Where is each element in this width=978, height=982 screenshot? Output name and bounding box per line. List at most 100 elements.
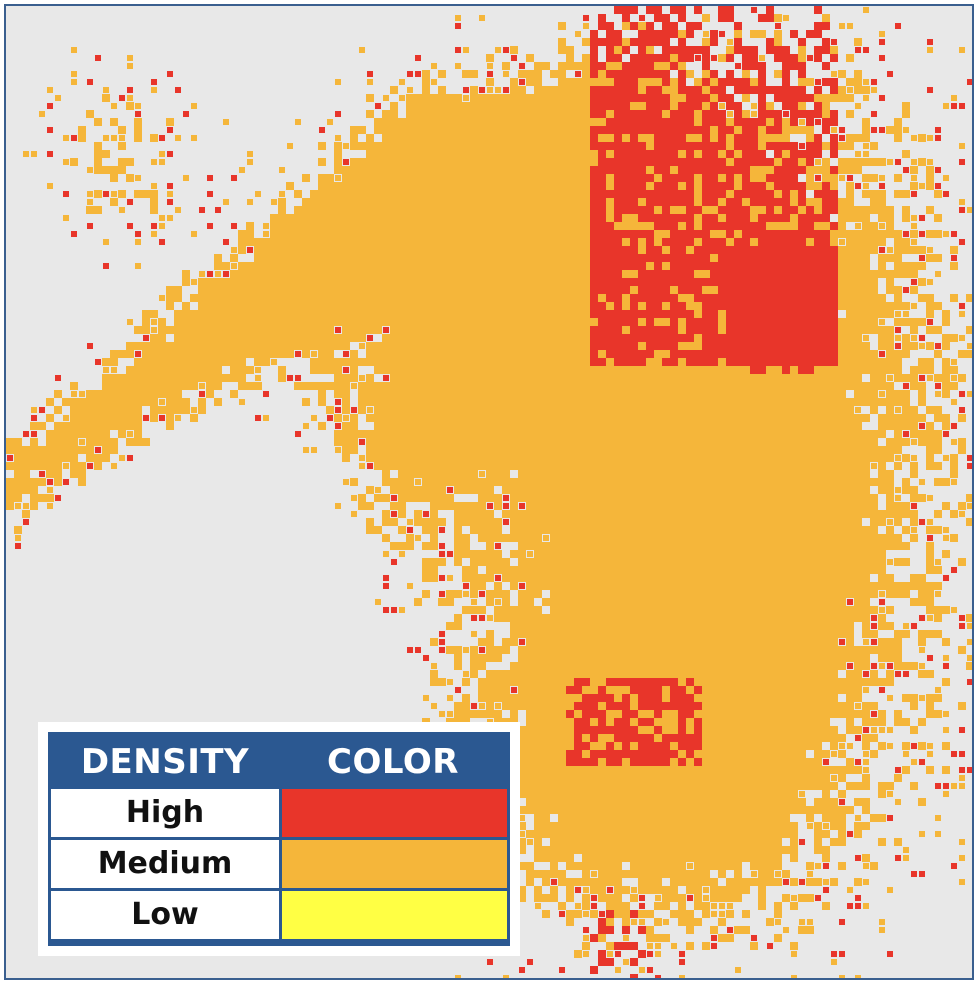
- density-cell-medium: [230, 366, 238, 374]
- density-cell-medium: [414, 494, 422, 502]
- density-cell-medium: [758, 414, 766, 422]
- density-cell-medium: [550, 70, 558, 78]
- density-cell-medium: [846, 446, 854, 454]
- density-cell-medium: [166, 422, 174, 430]
- density-cell-medium: [438, 142, 446, 150]
- density-cell-medium: [550, 206, 558, 214]
- density-cell-medium: [454, 470, 462, 478]
- density-cell-medium: [342, 214, 350, 222]
- density-cell-medium: [622, 430, 630, 438]
- density-cell-medium: [918, 158, 926, 166]
- density-cell-medium: [422, 294, 430, 302]
- density-cell-medium: [406, 94, 414, 102]
- density-cell-medium: [366, 190, 374, 198]
- density-cell-medium: [806, 134, 814, 142]
- density-cell-medium: [766, 454, 774, 462]
- density-cell-medium: [390, 302, 398, 310]
- density-cell-medium: [590, 406, 598, 414]
- density-cell-sparse: [199, 271, 205, 277]
- density-cell-medium: [670, 382, 678, 390]
- density-cell-medium: [510, 254, 518, 262]
- density-cell-sparse: [959, 143, 965, 149]
- density-cell-medium: [366, 246, 374, 254]
- density-cell-medium: [126, 174, 134, 182]
- density-cell-medium: [566, 478, 574, 486]
- density-cell-high: [686, 230, 694, 238]
- density-cell-medium: [398, 406, 406, 414]
- density-cell-high: [702, 222, 710, 230]
- density-cell-medium: [542, 406, 550, 414]
- density-cell-medium: [390, 438, 398, 446]
- density-cell-medium: [358, 206, 366, 214]
- density-cell-high: [670, 318, 678, 326]
- density-cell-medium: [342, 446, 350, 454]
- density-cell-medium: [414, 438, 422, 446]
- density-cell-medium: [382, 278, 390, 286]
- density-cell-medium: [374, 398, 382, 406]
- density-cell-high: [822, 118, 830, 126]
- density-cell-medium: [374, 166, 382, 174]
- density-cell-medium: [534, 414, 542, 422]
- density-cell-medium: [398, 470, 406, 478]
- density-cell-medium: [582, 214, 590, 222]
- density-cell-sparse: [71, 391, 77, 397]
- density-cell-medium: [406, 118, 414, 126]
- density-cell-sparse: [503, 71, 509, 77]
- density-cell-medium: [430, 134, 438, 142]
- density-cell-medium: [438, 406, 446, 414]
- density-cell-medium: [494, 326, 502, 334]
- density-cell-medium: [630, 286, 638, 294]
- density-cell-medium: [838, 350, 846, 358]
- density-cell-sparse: [191, 279, 197, 285]
- density-cell-high: [662, 270, 670, 278]
- density-cell-medium: [454, 270, 462, 278]
- density-cell-medium: [638, 318, 646, 326]
- density-cell-medium: [622, 470, 630, 478]
- density-cell-medium: [902, 398, 910, 406]
- density-cell-medium: [374, 190, 382, 198]
- density-cell-medium: [862, 262, 870, 270]
- density-cell-high: [774, 126, 782, 134]
- density-cell-sparse: [31, 415, 37, 421]
- density-cell-medium: [942, 334, 950, 342]
- density-cell-medium: [238, 294, 246, 302]
- density-cell-medium: [526, 478, 534, 486]
- density-cell-sparse: [351, 495, 357, 501]
- density-cell-high: [814, 214, 822, 222]
- density-cell-medium: [438, 462, 446, 470]
- density-cell-medium: [174, 334, 182, 342]
- density-cell-sparse: [95, 359, 101, 365]
- density-cell-medium: [518, 310, 526, 318]
- density-cell-high: [638, 126, 646, 134]
- density-cell-high: [782, 94, 790, 102]
- density-cell-medium: [398, 454, 406, 462]
- density-cell-medium: [894, 318, 902, 326]
- density-cell-high: [670, 358, 678, 366]
- density-cell-medium: [766, 118, 774, 126]
- density-cell-medium: [654, 406, 662, 414]
- density-cell-medium: [198, 406, 206, 414]
- density-cell-medium: [582, 430, 590, 438]
- density-cell-medium: [590, 518, 598, 526]
- density-cell-medium: [390, 206, 398, 214]
- density-cell-medium: [54, 390, 62, 398]
- density-cell-high: [598, 158, 606, 166]
- density-cell-sparse: [495, 47, 501, 53]
- density-cell-high: [686, 358, 694, 366]
- density-cell-high: [782, 62, 790, 70]
- density-cell-medium: [478, 438, 486, 446]
- density-cell-medium: [894, 414, 902, 422]
- density-cell-medium: [510, 174, 518, 182]
- density-cell-high: [598, 262, 606, 270]
- density-cell-sparse: [943, 103, 949, 109]
- density-cell-medium: [806, 414, 814, 422]
- density-cell-sparse: [127, 63, 133, 69]
- density-cell-high: [606, 46, 614, 54]
- density-cell-medium: [870, 294, 878, 302]
- density-cell-medium: [470, 414, 478, 422]
- density-cell-medium: [366, 518, 374, 526]
- density-cell-medium: [422, 326, 430, 334]
- density-cell-medium: [806, 502, 814, 510]
- density-cell-medium: [350, 126, 358, 134]
- density-cell-medium: [438, 398, 446, 406]
